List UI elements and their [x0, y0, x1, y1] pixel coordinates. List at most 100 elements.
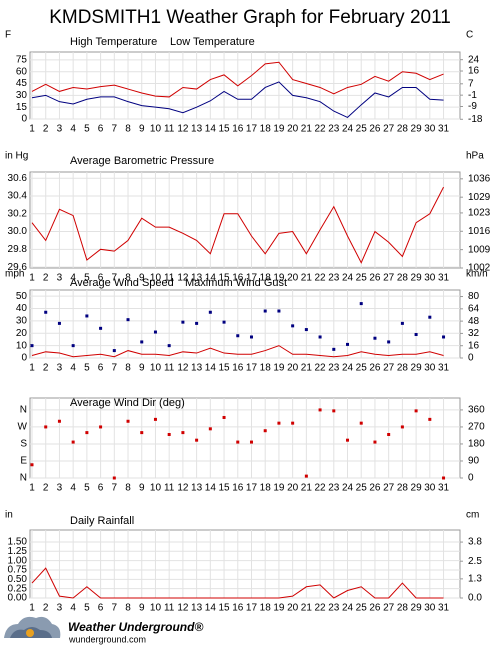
point [140, 431, 144, 435]
point [153, 330, 157, 334]
point [346, 342, 350, 346]
x-tick-label: 11 [164, 273, 175, 284]
x-tick-label: 25 [356, 603, 368, 614]
x-tick-label: 23 [328, 273, 340, 284]
x-tick-label: 27 [383, 603, 395, 614]
x-tick-label: 1 [29, 124, 35, 135]
x-tick-label: 8 [125, 363, 131, 374]
point [400, 425, 404, 429]
point [263, 429, 267, 433]
series-line [31, 345, 444, 358]
x-tick-label: 23 [328, 124, 340, 135]
x-tick-label: 31 [438, 483, 450, 494]
y-tick-label: 75 [16, 55, 28, 66]
x-tick-label: 18 [260, 363, 272, 374]
x-tick-label: 10 [150, 483, 162, 494]
x-tick-label: 20 [287, 124, 299, 135]
y-tick-label: 0.00 [8, 593, 28, 604]
point [373, 440, 377, 444]
x-tick-label: 11 [164, 363, 175, 374]
point [112, 476, 116, 480]
x-tick-label: 20 [287, 603, 299, 614]
y-tick-label: E [20, 456, 27, 467]
point [400, 321, 404, 325]
x-tick-label: 28 [397, 363, 409, 374]
x-tick-label: 2 [43, 273, 49, 284]
x-tick-label: 1 [29, 273, 35, 284]
x-tick-label: 22 [315, 603, 327, 614]
legend-entry: Maximum Wind Gust [185, 277, 287, 289]
y-tick-label: 50 [16, 291, 28, 302]
x-tick-label: 19 [273, 483, 285, 494]
y2-tick-label: 24 [468, 54, 480, 65]
x-tick-label: 18 [260, 273, 272, 284]
series-line [31, 81, 444, 119]
x-tick-label: 26 [369, 363, 381, 374]
x-tick-label: 8 [125, 124, 131, 135]
x-tick-label: 15 [218, 273, 230, 284]
point [373, 336, 377, 340]
x-tick-label: 16 [232, 363, 244, 374]
x-tick-label: 20 [287, 273, 299, 284]
x-tick-label: 21 [301, 483, 313, 494]
x-tick-label: 28 [397, 273, 409, 284]
x-tick-label: 17 [246, 603, 258, 614]
x-tick-label: 5 [84, 363, 90, 374]
point [30, 463, 34, 467]
x-tick-label: 11 [164, 124, 175, 135]
y-tick-label: 40 [16, 303, 28, 314]
x-tick-label: 28 [397, 483, 409, 494]
x-tick-label: 18 [260, 483, 272, 494]
x-tick-label: 7 [112, 483, 118, 494]
x-tick-label: 31 [438, 363, 450, 374]
x-tick-label: 19 [273, 363, 285, 374]
plot-frame [29, 289, 461, 359]
x-tick-label: 15 [218, 483, 230, 494]
x-tick-label: 7 [112, 603, 118, 614]
x-tick-label: 9 [139, 273, 145, 284]
x-tick-label: 16 [232, 483, 244, 494]
x-tick-label: 27 [383, 124, 395, 135]
x-tick-label: 26 [369, 273, 381, 284]
y2-tick-label: 32 [468, 328, 480, 339]
y-tick-label: 60 [16, 66, 28, 77]
legend-entry: Low Temperature [170, 36, 255, 48]
x-tick-label: 31 [438, 273, 450, 284]
point [85, 314, 89, 318]
y-axis-unit: in [5, 510, 13, 521]
x-tick-label: 21 [301, 363, 313, 374]
x-tick-label: 7 [112, 273, 118, 284]
y-tick-label: 20 [16, 328, 28, 339]
x-tick-label: 4 [70, 124, 76, 135]
point [99, 425, 103, 429]
point [236, 440, 240, 444]
point [332, 347, 336, 351]
y2-tick-label: 270 [468, 422, 485, 433]
x-tick-label: 25 [356, 483, 368, 494]
x-tick-label: 12 [177, 483, 189, 494]
y-tick-label: 0 [21, 114, 27, 125]
x-tick-label: 14 [205, 603, 217, 614]
x-tick-label: 27 [383, 273, 395, 284]
x-tick-label: 4 [70, 363, 76, 374]
point [277, 421, 281, 425]
point [208, 427, 212, 431]
point [249, 440, 253, 444]
x-tick-label: 18 [260, 603, 272, 614]
x-tick-label: 31 [438, 124, 450, 135]
point [236, 334, 240, 338]
point [57, 321, 61, 325]
point [414, 333, 418, 337]
y-tick-label: 45 [16, 78, 28, 89]
point [387, 433, 391, 437]
legend-entry: Average Wind Speed [70, 277, 174, 289]
y-tick-label: 0.75 [8, 565, 28, 576]
x-tick-label: 8 [125, 603, 131, 614]
x-tick-label: 26 [369, 124, 381, 135]
point [112, 349, 116, 353]
x-tick-label: 23 [328, 603, 340, 614]
y-tick-label: 29.8 [8, 244, 28, 255]
point [291, 324, 295, 328]
x-tick-label: 22 [315, 483, 327, 494]
x-tick-label: 24 [342, 363, 354, 374]
